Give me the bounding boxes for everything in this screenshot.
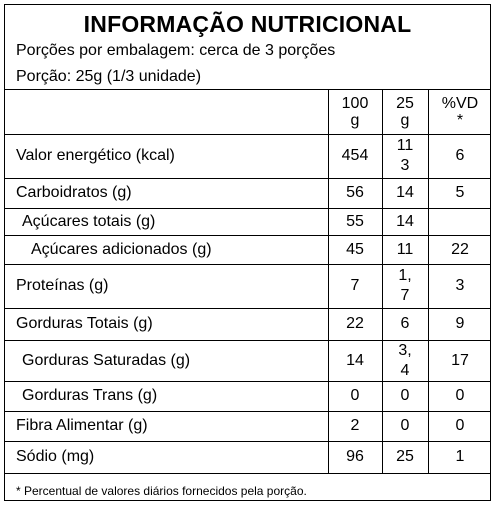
value-per-25g: 25	[396, 448, 414, 465]
value-daily-percent	[428, 208, 492, 235]
value-per-25g-part: 7	[400, 287, 410, 304]
value-per-25g: 0	[400, 387, 410, 404]
divider-row	[5, 441, 490, 442]
divider-row	[5, 235, 490, 236]
value-per-100g: 14	[346, 351, 364, 369]
divider-header-bottom	[5, 134, 490, 135]
nutrient-name: Açúcares adicionados (g)	[31, 240, 212, 258]
value-per-100g: 0	[350, 387, 360, 404]
value-per-25g-part: 4	[400, 361, 410, 379]
value-per-25g: 3, 4	[382, 340, 428, 381]
divider-row	[5, 208, 490, 209]
nutrient-name: Carboidratos (g)	[16, 184, 132, 201]
divider-row	[5, 381, 490, 382]
value-per-25g: 14	[396, 212, 414, 230]
divider-row	[5, 340, 490, 341]
value-daily-percent: 0	[455, 387, 465, 404]
value-per-25g: 6	[400, 315, 410, 332]
header-per-100g: 100 g	[328, 89, 382, 134]
nutrient-name: Sódio (mg)	[16, 448, 95, 465]
nutrient-name: Fibra Alimentar (g)	[16, 417, 148, 434]
value-per-25g: 11	[396, 240, 414, 258]
value-daily-percent: 9	[455, 315, 465, 332]
nutrient-name: Valor energético (kcal)	[16, 147, 175, 164]
header-daily-value: %VD *	[428, 89, 492, 134]
footnote: * Percentual de valores diários fornecid…	[16, 484, 307, 498]
value-per-100g: 22	[346, 315, 364, 332]
value-daily-percent: 6	[455, 147, 465, 164]
value-per-25g: 14	[396, 184, 414, 201]
divider-header-top	[5, 89, 490, 90]
value-per-100g: 7	[350, 277, 360, 294]
value-daily-percent: 3	[455, 277, 465, 294]
value-per-100g: 56	[346, 184, 364, 201]
value-daily-percent: 22	[451, 240, 469, 258]
header-daily-value-line2: *	[456, 111, 464, 129]
value-per-25g-part: 1,	[398, 267, 412, 284]
column-divider	[428, 89, 429, 473]
header-per-25g-line1: 25	[396, 94, 414, 112]
header-per-25g-line2: g	[400, 111, 410, 129]
divider-footnote	[5, 473, 490, 474]
column-divider	[328, 89, 329, 473]
divider-row	[5, 308, 490, 309]
header-per-25g: 25 g	[382, 89, 428, 134]
nutrition-facts-label: INFORMAÇÃO NUTRICIONAL Porções por embal…	[4, 4, 491, 501]
value-daily-percent: 1	[455, 448, 465, 465]
column-divider	[382, 89, 383, 473]
value-daily-percent: 0	[455, 417, 465, 434]
value-per-100g: 45	[346, 240, 364, 258]
divider-row	[5, 178, 490, 179]
value-per-25g-part: 3,	[398, 341, 412, 359]
value-per-25g-part: 3	[400, 157, 410, 174]
divider-row	[5, 264, 490, 265]
header-per-100g-line1: 100	[341, 94, 369, 112]
divider-row	[5, 411, 490, 412]
value-per-100g: 96	[346, 448, 364, 465]
value-per-25g: 0	[400, 417, 410, 434]
nutrient-name: Gorduras Saturadas (g)	[22, 351, 191, 369]
header-per-100g-line2: g	[350, 111, 360, 129]
nutrient-name: Gorduras Totais (g)	[16, 315, 153, 332]
value-per-25g: 1, 7	[382, 264, 428, 308]
value-per-100g: 454	[341, 147, 369, 164]
label-title: INFORMAÇÃO NUTRICIONAL	[83, 11, 412, 37]
value-per-25g-part: 11	[396, 137, 414, 154]
portion-size: Porção: 25g (1/3 unidade)	[16, 68, 202, 85]
nutrient-name: Proteínas (g)	[16, 277, 109, 294]
value-daily-percent: 5	[455, 184, 465, 201]
header-daily-value-line1: %VD	[441, 94, 479, 112]
value-per-100g: 55	[346, 212, 364, 230]
value-per-25g: 11 3	[382, 134, 428, 178]
servings-per-package: Porções por embalagem: cerca de 3 porçõe…	[16, 42, 336, 59]
nutrient-name: Gorduras Trans (g)	[22, 387, 158, 404]
value-daily-percent: 17	[451, 351, 469, 369]
value-per-100g: 2	[350, 417, 360, 434]
nutrient-name: Açúcares totais (g)	[22, 212, 156, 230]
